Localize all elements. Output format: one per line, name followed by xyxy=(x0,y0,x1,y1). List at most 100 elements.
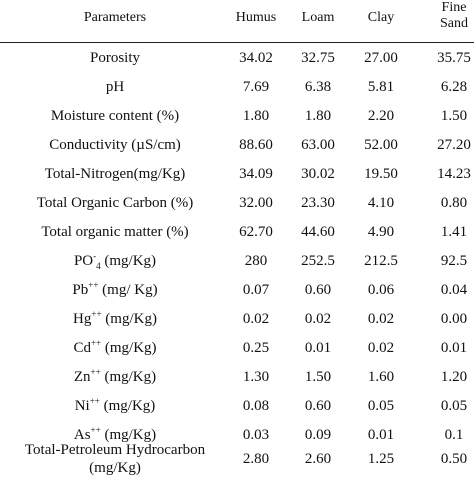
cell-loam: 23.30 xyxy=(301,195,335,211)
cell-humus: 88.60 xyxy=(239,137,273,153)
label-unit: (mg/Kg) xyxy=(101,311,157,327)
cell-loam: 32.75 xyxy=(301,50,335,66)
cell-humus: 7.69 xyxy=(242,79,270,95)
cell-clay: 0.05 xyxy=(367,398,395,414)
cell-fine-sand: 27.20 xyxy=(437,137,471,153)
label-superscript: - xyxy=(93,251,97,261)
cell-loam: 0.01 xyxy=(304,340,332,356)
row-label: Pb++ (mg/ Kg) xyxy=(0,280,230,299)
row-label: Total organic matter (%) xyxy=(41,224,189,240)
row-label: Cd++ (mg/Kg) xyxy=(0,339,230,357)
cell-clay: 1.25 xyxy=(367,451,395,467)
label-base: Cd xyxy=(73,340,91,356)
cell-fine-sand: 0.1 xyxy=(444,427,464,443)
table-row: pH 7.69 6.38 5.81 6.28 xyxy=(0,75,474,101)
row-label: PO-4 (mg/Kg) xyxy=(0,251,230,271)
row-label: Total-Petroleum Hydrocarbon (mg/Kg) xyxy=(0,441,230,477)
cell-clay: 212.5 xyxy=(364,253,398,269)
cell-clay: 4.90 xyxy=(367,224,395,240)
cell-humus: 32.00 xyxy=(239,195,273,211)
cell-clay: 0.02 xyxy=(367,311,395,327)
row-label: Ni++ (mg/Kg) xyxy=(0,396,230,415)
cell-loam: 2.60 xyxy=(304,451,332,467)
cell-fine-sand: 1.41 xyxy=(440,224,468,240)
label-base: Zn xyxy=(73,369,91,385)
label-superscript: ++ xyxy=(88,280,99,290)
table-row: PO-4 (mg/Kg) 280 252.5 212.5 92.5 xyxy=(0,249,474,275)
cell-loam: 6.38 xyxy=(304,79,332,95)
table-row: Pb++ (mg/ Kg) 0.07 0.60 0.06 0.04 xyxy=(0,278,474,304)
cell-clay: 5.81 xyxy=(367,79,395,95)
cell-clay: 0.01 xyxy=(367,427,395,443)
label-unit: (mg/Kg) xyxy=(101,340,157,356)
header-loam: Loam xyxy=(301,10,335,25)
cell-humus: 280 xyxy=(244,253,268,269)
cell-clay: 0.06 xyxy=(367,282,395,298)
cell-loam: 0.60 xyxy=(304,282,332,298)
cell-fine-sand: 6.28 xyxy=(440,79,468,95)
cell-humus: 0.07 xyxy=(242,282,270,298)
row-label: Porosity xyxy=(89,50,140,66)
row-label: Moisture content (%) xyxy=(50,108,180,124)
cell-loam: 252.5 xyxy=(301,253,335,269)
cell-humus: 1.80 xyxy=(242,108,270,124)
row-label: Conductivity (µS/cm) xyxy=(49,137,181,153)
cell-loam: 44.60 xyxy=(301,224,335,240)
header-fine-line1: Fine xyxy=(441,0,467,15)
label-superscript: ++ xyxy=(89,396,100,406)
cell-clay: 27.00 xyxy=(364,50,398,66)
cell-clay: 2.20 xyxy=(367,108,395,124)
header-rule xyxy=(0,42,474,43)
table-row: Total Organic Carbon (%) 32.00 23.30 4.1… xyxy=(0,191,474,217)
cell-humus: 62.70 xyxy=(239,224,273,240)
label-line2: (mg/Kg) xyxy=(89,460,141,476)
cell-clay: 52.00 xyxy=(364,137,398,153)
header-humus: Humus xyxy=(235,10,277,25)
header-parameters: Parameters xyxy=(83,10,147,25)
label-subscript: 4 xyxy=(96,261,101,271)
cell-humus: 0.25 xyxy=(242,340,270,356)
cell-loam: 30.02 xyxy=(301,166,335,182)
table-row: As++ (mg/Kg) 0.03 0.09 0.01 0.1 xyxy=(0,423,474,449)
cell-loam: 1.50 xyxy=(304,369,332,385)
cell-fine-sand: 0.00 xyxy=(440,311,468,327)
label-unit: (mg/ Kg) xyxy=(98,282,158,298)
label-unit: (mg/Kg) xyxy=(100,253,157,269)
cell-humus: 0.02 xyxy=(242,311,270,327)
cell-fine-sand: 0.01 xyxy=(440,340,468,356)
cell-fine-sand: 1.50 xyxy=(440,108,468,124)
row-label: As++ (mg/Kg) xyxy=(0,426,230,444)
cell-fine-sand: 14.23 xyxy=(437,166,471,182)
row-label: Total Organic Carbon (%) xyxy=(36,195,194,211)
label-line1: Total-Petroleum Hydrocarbon xyxy=(24,442,206,458)
cell-humus: 34.09 xyxy=(239,166,273,182)
label-base: Pb xyxy=(72,282,89,298)
row-label: pH xyxy=(105,79,125,95)
cell-fine-sand: 92.5 xyxy=(440,253,468,269)
header-fine-line2: Sand xyxy=(440,16,468,31)
table-row: Ni++ (mg/Kg) 0.08 0.60 0.05 0.05 xyxy=(0,394,474,420)
table-row: Hg++ (mg/Kg) 0.02 0.02 0.02 0.00 xyxy=(0,307,474,333)
table-row: Conductivity (µS/cm) 88.60 63.00 52.00 2… xyxy=(0,133,474,159)
label-base: As xyxy=(73,427,91,443)
cell-loam: 63.00 xyxy=(301,137,335,153)
label-unit: (mg/Kg) xyxy=(100,427,157,443)
cell-loam: 0.09 xyxy=(304,427,332,443)
label-unit: (mg/Kg) xyxy=(100,369,157,385)
cell-clay: 0.02 xyxy=(367,340,395,356)
table-row: Moisture content (%) 1.80 1.80 2.20 1.50 xyxy=(0,104,474,130)
table-row: Total-Petroleum Hydrocarbon (mg/Kg) 2.80… xyxy=(0,438,474,480)
cell-fine-sand: 0.80 xyxy=(440,195,468,211)
label-base: Hg xyxy=(73,311,92,327)
row-label: Zn++ (mg/Kg) xyxy=(0,367,230,386)
header-clay: Clay xyxy=(367,10,395,25)
cell-fine-sand: 0.50 xyxy=(440,451,468,467)
cell-clay: 19.50 xyxy=(364,166,398,182)
table-row: Total-Nitrogen(mg/Kg) 34.09 30.02 19.50 … xyxy=(0,162,474,188)
label-superscript: ++ xyxy=(90,367,101,377)
cell-fine-sand: 0.04 xyxy=(440,282,468,298)
label-base: PO xyxy=(73,253,94,269)
label-base: Ni xyxy=(74,398,90,414)
table-row: Zn++ (mg/Kg) 1.30 1.50 1.60 1.20 xyxy=(0,365,474,391)
